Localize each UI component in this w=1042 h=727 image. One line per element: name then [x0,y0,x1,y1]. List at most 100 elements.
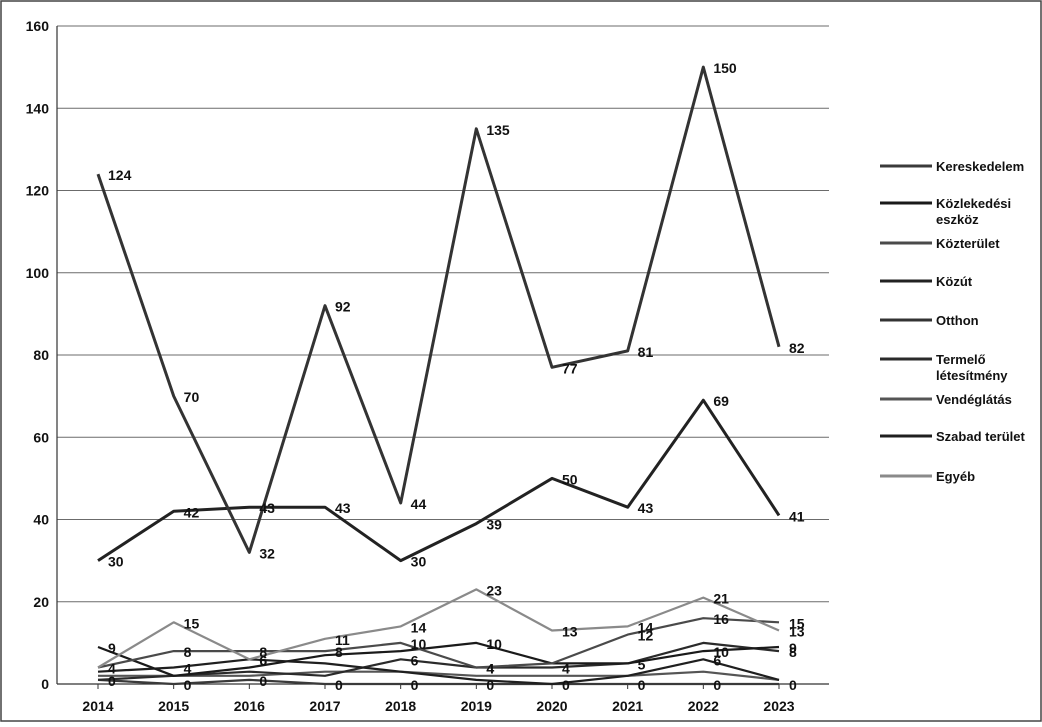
y-tick-label: 60 [33,429,49,445]
data-label: 15 [184,615,200,631]
data-label: 23 [486,582,502,598]
data-label: 0 [713,677,721,693]
data-label: 39 [486,517,502,533]
data-label: 42 [184,504,200,520]
data-label: 4 [108,661,116,677]
legend-label: Közlekedési eszköz [936,196,1011,227]
x-tick-label: 2016 [234,698,265,714]
data-label: 6 [713,652,721,668]
data-label: 16 [713,611,729,627]
series-line-otthon [96,65,781,554]
series-line-közterület [97,617,780,669]
data-label: 4 [562,661,570,677]
data-label: 12 [638,628,654,644]
series-line-vendéglátás [98,670,780,681]
series-line-szabad-terület [97,658,780,686]
data-label: 8 [789,644,797,660]
x-tick-label: 2022 [688,698,719,714]
data-label: 81 [638,344,654,360]
data-label: 14 [638,619,654,635]
x-tick-label: 2018 [385,698,416,714]
x-tick-label: 2020 [536,698,567,714]
series-line-kereskedelem [97,678,779,686]
data-label: 0 [259,673,267,689]
series-layer [96,65,781,686]
x-tick-label: 2023 [763,698,794,714]
data-label: 21 [713,591,729,607]
data-label: 44 [411,496,427,512]
data-label: 43 [259,500,275,516]
data-label: 6 [259,652,267,668]
data-label: 50 [562,471,578,487]
legend-label: Vendéglátás [936,392,1012,407]
data-label: 0 [486,677,494,693]
data-label: 13 [562,624,578,640]
data-label: 5 [638,656,646,672]
legend-label: Termelő létesítmény [936,352,1008,383]
data-label: 0 [184,677,192,693]
data-label: 9 [108,640,116,656]
series-line-egyéb [97,588,780,669]
data-label: 6 [411,652,419,668]
data-label: 70 [184,389,200,405]
data-label: 0 [108,673,116,689]
data-label: 10 [411,636,427,652]
data-label: 82 [789,340,805,356]
data-label: 124 [108,167,132,183]
data-label: 6 [259,652,267,668]
y-tick-label: 40 [33,512,49,528]
data-label: 0 [562,677,570,693]
legend-label: Közterület [936,236,1000,251]
data-label: 30 [411,554,427,570]
series-line-termelő-létesítmény [97,641,780,681]
x-tick-label: 2017 [309,698,340,714]
data-label: 41 [789,508,805,524]
legend-label: Szabad terület [936,429,1026,444]
data-label: 8 [335,644,343,660]
data-label: 4 [486,661,494,677]
y-tick-label: 20 [33,594,49,610]
y-tick-label: 140 [26,100,50,116]
y-tick-label: 0 [41,676,49,692]
data-label: 92 [335,299,351,315]
data-label: 14 [411,619,427,635]
series-line-közlekedési-eszköz [97,641,780,677]
y-tick-label: 120 [26,183,50,199]
data-label: 0 [411,677,419,693]
data-label: 13 [789,624,805,640]
data-label: 4 [184,661,192,677]
data-label: 10 [486,636,502,652]
x-tick-label: 2015 [158,698,189,714]
legend-label: Otthon [936,313,979,328]
data-label: 30 [108,554,124,570]
data-label: 10 [713,644,729,660]
data-label: 77 [562,360,578,376]
data-label: 0 [638,677,646,693]
data-label: 69 [713,393,729,409]
data-label: 150 [713,60,737,76]
data-label: 4 [486,661,494,677]
data-label: 32 [259,545,275,561]
y-tick-label: 160 [26,18,50,34]
data-label: 135 [486,122,510,138]
x-tick-label: 2014 [82,698,113,714]
data-label: 9 [789,640,797,656]
x-tick-label: 2019 [461,698,492,714]
series-line-közút [97,398,781,563]
data-label: 8 [259,644,267,660]
x-tick-label: 2021 [612,698,643,714]
legend-label: Közút [936,274,973,289]
y-tick-label: 100 [26,265,50,281]
data-label: 8 [184,644,192,660]
data-label: 43 [335,500,351,516]
data-label: 0 [335,677,343,693]
data-label: 11 [335,632,350,648]
legend: Kereskedelem Közlekedési eszköz Közterület K… [880,159,1026,484]
data-label: 43 [638,500,654,516]
data-label: 0 [789,677,797,693]
legend-label: Egyéb [936,469,975,484]
